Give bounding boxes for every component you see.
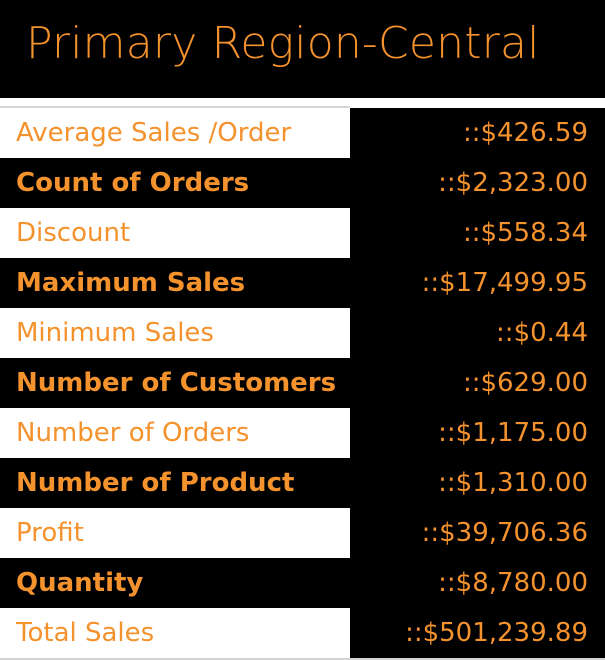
row-value-cell: ::$501,239.89 bbox=[350, 608, 605, 658]
row-value-cell: ::$629.00 bbox=[350, 358, 605, 408]
metric-label: Maximum Sales bbox=[16, 268, 246, 298]
row-label-cell: Average Sales /Order bbox=[0, 108, 350, 158]
row-value-cell: ::$1,175.00 bbox=[350, 408, 605, 458]
table-row-number-of-customers: Number of Customers ::$629.00 bbox=[0, 358, 605, 408]
table-row-total-sales: Total Sales ::$501,239.89 bbox=[0, 608, 605, 658]
row-value-cell: ::$17,499.95 bbox=[350, 258, 605, 308]
row-value-cell: ::$0.44 bbox=[350, 308, 605, 358]
metric-value: ::$39,706.36 bbox=[421, 518, 588, 548]
metric-label: Number of Product bbox=[16, 468, 295, 498]
metric-value: ::$629.00 bbox=[462, 368, 588, 398]
row-value-cell: ::$2,323.00 bbox=[350, 158, 605, 208]
metric-value: ::$0.44 bbox=[496, 318, 588, 348]
metric-value: ::$501,239.89 bbox=[405, 618, 588, 648]
table-row-quantity: Quantity ::$8,780.00 bbox=[0, 558, 605, 608]
row-value-cell: ::$426.59 bbox=[350, 108, 605, 158]
metric-label: Total Sales bbox=[16, 618, 155, 648]
page-title: Primary Region-Central bbox=[26, 18, 540, 69]
header-divider bbox=[0, 106, 350, 108]
metric-value: ::$426.59 bbox=[462, 118, 588, 148]
metric-value: ::$17,499.95 bbox=[421, 268, 588, 298]
row-value-cell: ::$1,310.00 bbox=[350, 458, 605, 508]
table-row-minimum-sales: Minimum Sales ::$0.44 bbox=[0, 308, 605, 358]
table-row-maximum-sales: Maximum Sales ::$17,499.95 bbox=[0, 258, 605, 308]
row-label-cell: Number of Product bbox=[0, 458, 350, 508]
metrics-table: Average Sales /Order ::$426.59 Count of … bbox=[0, 108, 605, 658]
row-value-cell: ::$8,780.00 bbox=[350, 558, 605, 608]
row-label-cell: Total Sales bbox=[0, 608, 350, 658]
table-row-average-sales-per-order: Average Sales /Order ::$426.59 bbox=[0, 108, 605, 158]
table-row-number-of-orders: Number of Orders ::$1,175.00 bbox=[0, 408, 605, 458]
table-row-count-of-orders: Count of Orders ::$2,323.00 bbox=[0, 158, 605, 208]
metric-value: ::$1,310.00 bbox=[438, 468, 588, 498]
row-label-cell: Minimum Sales bbox=[0, 308, 350, 358]
row-label-cell: Number of Orders bbox=[0, 408, 350, 458]
metric-label: Number of Orders bbox=[16, 418, 250, 448]
row-label-cell: Profit bbox=[0, 508, 350, 558]
metric-value: ::$1,175.00 bbox=[438, 418, 588, 448]
row-label-cell: Quantity bbox=[0, 558, 350, 608]
row-value-cell: ::$39,706.36 bbox=[350, 508, 605, 558]
metric-label: Profit bbox=[16, 518, 84, 548]
metric-label: Average Sales /Order bbox=[16, 118, 292, 148]
metric-label: Count of Orders bbox=[16, 168, 250, 198]
table-row-discount: Discount ::$558.34 bbox=[0, 208, 605, 258]
row-value-cell: ::$558.34 bbox=[350, 208, 605, 258]
row-label-cell: Maximum Sales bbox=[0, 258, 350, 308]
bottom-divider bbox=[0, 658, 605, 660]
title-bar: Primary Region-Central bbox=[0, 0, 605, 98]
metric-label: Minimum Sales bbox=[16, 318, 214, 348]
table-row-number-of-product: Number of Product ::$1,310.00 bbox=[0, 458, 605, 508]
metric-value: ::$558.34 bbox=[462, 218, 588, 248]
metric-label: Discount bbox=[16, 218, 131, 248]
metric-value: ::$8,780.00 bbox=[438, 568, 588, 598]
metric-label: Quantity bbox=[16, 568, 144, 598]
row-label-cell: Count of Orders bbox=[0, 158, 350, 208]
row-label-cell: Number of Customers bbox=[0, 358, 350, 408]
metric-label: Number of Customers bbox=[16, 368, 337, 398]
table-row-profit: Profit ::$39,706.36 bbox=[0, 508, 605, 558]
metric-value: ::$2,323.00 bbox=[438, 168, 588, 198]
row-label-cell: Discount bbox=[0, 208, 350, 258]
